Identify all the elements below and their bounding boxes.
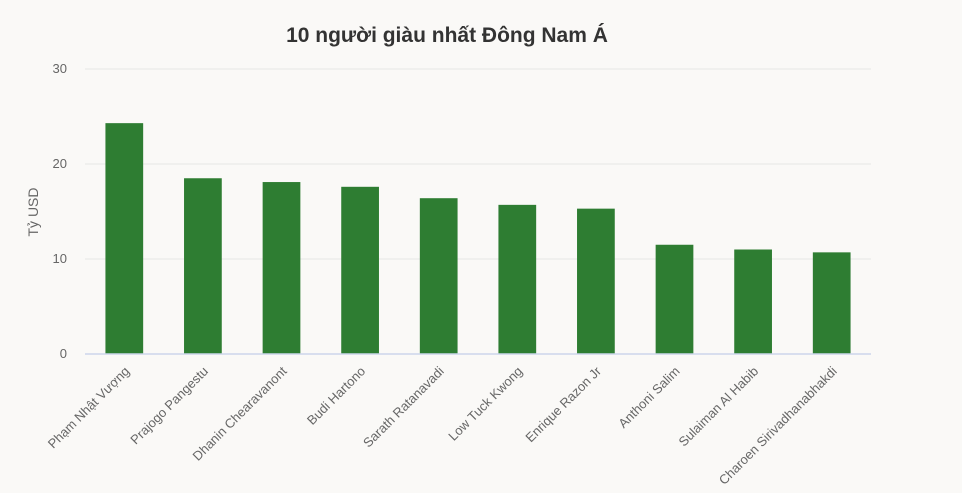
x-tick-label: Sarath Ratanavadi (360, 363, 447, 450)
x-tick-label: Enrique Razon Jr (522, 363, 604, 445)
y-tick-label: 30 (53, 61, 67, 76)
bar (812, 252, 851, 354)
x-tick-label: Anthoni Salim (615, 364, 682, 431)
bar (419, 198, 458, 354)
bar (262, 182, 301, 354)
x-tick-label: Budi Hartono (304, 364, 368, 428)
bar (655, 244, 694, 354)
x-tick-label: Phạm Nhật Vượng (45, 364, 133, 452)
bar (734, 249, 772, 354)
y-tick-label: 20 (53, 156, 67, 171)
bars (105, 123, 851, 355)
y-tick-label: 10 (53, 251, 67, 266)
y-tick-label: 0 (60, 346, 67, 361)
bar (105, 123, 144, 355)
bar (498, 204, 537, 354)
x-tick-label: Sulaiman Al Habib (675, 364, 761, 450)
bar (341, 186, 379, 354)
bar (184, 178, 222, 354)
x-tick-label: Prajogo Pangestu (127, 364, 211, 448)
y-axis-ticks: 0 10 20 30 (53, 61, 67, 361)
x-tick-label: Low Tuck Kwong (445, 364, 525, 444)
bar (577, 208, 615, 354)
y-axis-label: Tỷ USD (25, 188, 41, 237)
chart-title: 10 người giàu nhất Đông Nam Á (286, 24, 608, 47)
